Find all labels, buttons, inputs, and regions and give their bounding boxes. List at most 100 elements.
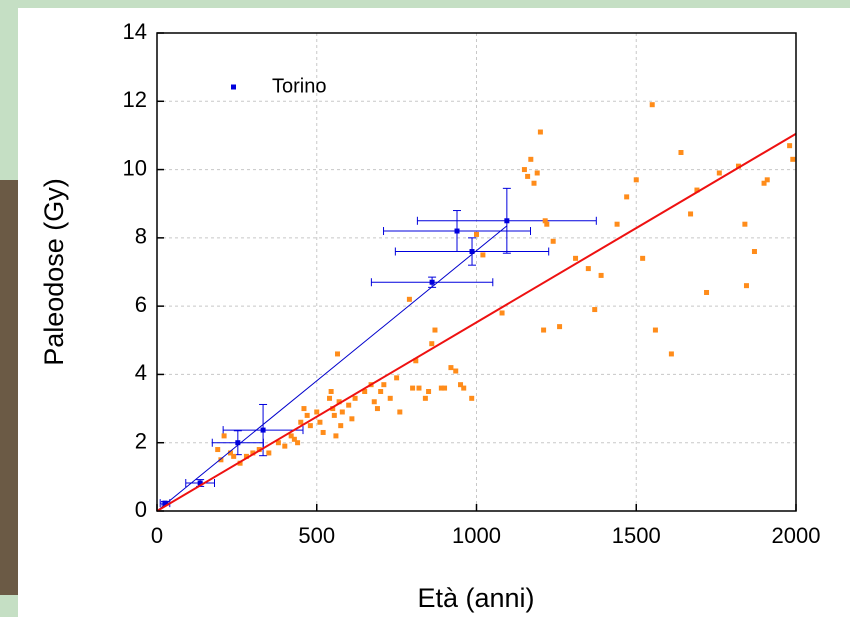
point	[426, 389, 432, 394]
point	[573, 255, 579, 261]
x-tick-label: 500	[298, 523, 335, 548]
point	[429, 279, 435, 285]
photo-edge	[0, 180, 18, 595]
point	[764, 177, 770, 183]
point	[469, 395, 475, 401]
point	[652, 327, 658, 333]
x-tick-label: 2000	[772, 523, 821, 548]
point	[291, 436, 297, 442]
y-tick-label: 8	[135, 224, 147, 249]
point	[624, 194, 630, 200]
point	[735, 163, 741, 169]
point	[397, 409, 403, 415]
y-tick-label: 0	[135, 497, 147, 522]
point	[266, 450, 272, 456]
point	[381, 382, 387, 388]
y-tick-label: 4	[135, 360, 147, 385]
point	[387, 395, 393, 401]
point	[550, 238, 556, 244]
point	[298, 419, 304, 425]
point	[346, 402, 352, 408]
x-axis-label: Età (anni)	[417, 583, 534, 613]
point	[335, 351, 341, 357]
point	[521, 167, 527, 173]
point	[314, 409, 320, 415]
point	[327, 395, 333, 401]
point	[295, 440, 301, 446]
point	[751, 249, 757, 255]
point	[790, 156, 796, 162]
point	[668, 351, 674, 357]
point	[454, 228, 460, 234]
point	[640, 255, 646, 261]
point	[438, 385, 444, 391]
point	[330, 406, 336, 412]
point	[378, 389, 384, 394]
point	[288, 433, 294, 439]
point	[541, 327, 547, 333]
point	[453, 368, 459, 374]
point	[742, 221, 748, 227]
x-tick-label: 1000	[452, 523, 501, 548]
point	[592, 307, 598, 313]
point	[480, 252, 486, 258]
point	[544, 221, 550, 227]
y-tick-label: 14	[123, 19, 147, 44]
point	[317, 419, 323, 425]
point	[461, 385, 467, 391]
point	[442, 385, 448, 391]
point	[394, 375, 400, 381]
point	[704, 289, 710, 295]
point	[598, 272, 604, 278]
point	[235, 440, 241, 446]
point	[320, 429, 326, 435]
point	[339, 409, 345, 415]
point	[528, 156, 534, 162]
point	[429, 341, 435, 347]
point	[694, 187, 700, 193]
fit-line	[156, 225, 508, 512]
point	[416, 385, 422, 391]
point	[413, 358, 419, 364]
point	[542, 218, 548, 224]
point	[231, 453, 237, 459]
point	[633, 177, 639, 183]
point	[250, 450, 256, 456]
point	[162, 500, 168, 506]
point	[243, 453, 249, 459]
point	[458, 382, 464, 388]
point	[218, 457, 224, 463]
point	[474, 231, 479, 237]
point	[371, 399, 377, 405]
point	[221, 433, 227, 439]
point	[469, 249, 475, 255]
point	[304, 412, 310, 418]
point	[432, 327, 438, 333]
point	[525, 173, 531, 179]
point	[331, 412, 337, 418]
point	[557, 324, 563, 330]
point	[422, 395, 428, 401]
point	[531, 180, 537, 186]
point	[260, 427, 266, 433]
point	[410, 385, 416, 391]
point	[761, 180, 767, 186]
plot-frame	[156, 32, 797, 512]
point	[275, 440, 281, 446]
y-tick-label: 2	[135, 429, 147, 454]
x-tick-label: 1500	[612, 523, 661, 548]
point	[333, 433, 339, 439]
point	[688, 211, 694, 217]
y-tick-label: 12	[123, 87, 147, 112]
point	[362, 389, 368, 394]
point	[338, 423, 344, 429]
y-tick-label: 10	[123, 155, 147, 180]
x-tick-label: 0	[151, 523, 163, 548]
point	[307, 423, 313, 429]
legend-label: Torino	[272, 75, 326, 97]
point	[678, 150, 684, 155]
point	[716, 170, 722, 176]
point	[374, 406, 380, 412]
